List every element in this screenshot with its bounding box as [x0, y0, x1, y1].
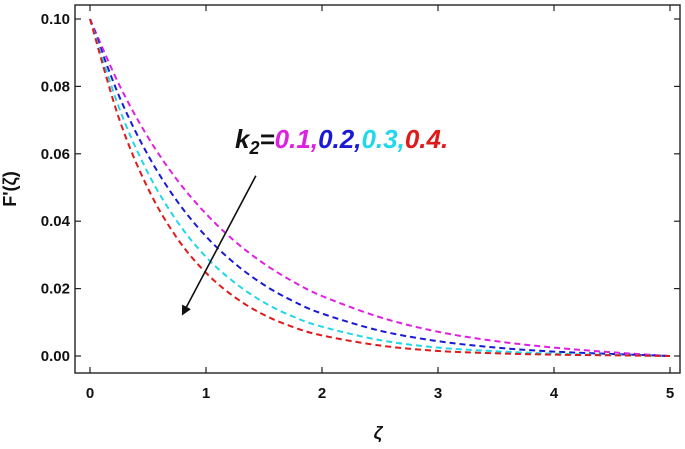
x-tick-label: 5	[666, 385, 674, 402]
legend-value-0.3: 0.3	[361, 124, 398, 154]
series-line-k2-0.3	[89, 18, 671, 357]
x-tick-label: 0	[86, 385, 94, 402]
axis-ticks: 0 1 2 3 4 5 0.00 0.02 0.04 0.06 0.08 0.10	[41, 5, 680, 402]
legend-value-0.4: 0.4	[405, 124, 442, 154]
x-axis-title: ζ	[374, 423, 384, 444]
series-line-k2-0.1	[89, 18, 671, 357]
y-tick-label: 0.02	[41, 281, 70, 298]
series-lines	[89, 18, 671, 357]
y-tick-label: 0.10	[41, 11, 70, 28]
legend-separator: ,	[310, 124, 318, 154]
legend-separator: .	[441, 124, 448, 154]
y-axis-title: F'(ζ)	[0, 171, 21, 207]
y-tick-label: 0.00	[41, 348, 70, 365]
x-tick-label: 3	[434, 385, 442, 402]
y-tick-label: 0.04	[41, 213, 71, 230]
legend-separator: ,	[353, 124, 361, 154]
legend-separator: ,	[397, 124, 405, 154]
y-tick-label: 0.08	[41, 78, 70, 95]
series-line-k2-0.4	[89, 18, 671, 357]
plot-frame	[74, 4, 681, 374]
x-tick-label: 2	[318, 385, 326, 402]
k2-legend-annotation: k2=0.1,0.2,0.3,0.4.	[235, 124, 448, 158]
trend-arrow	[181, 175, 257, 316]
legend-k-subscript: 2	[248, 138, 259, 158]
legend-k-symbol: k	[235, 124, 251, 154]
legend-value-0.1: 0.1	[275, 124, 311, 154]
series-line-k2-0.2	[89, 18, 671, 357]
y-tick-label: 0.06	[41, 146, 70, 163]
legend-equals: =	[259, 124, 274, 154]
trend-arrow-line	[181, 175, 257, 316]
x-tick-label: 1	[202, 385, 210, 402]
legend-value-0.2: 0.2	[318, 124, 355, 154]
x-tick-label: 4	[550, 385, 559, 402]
